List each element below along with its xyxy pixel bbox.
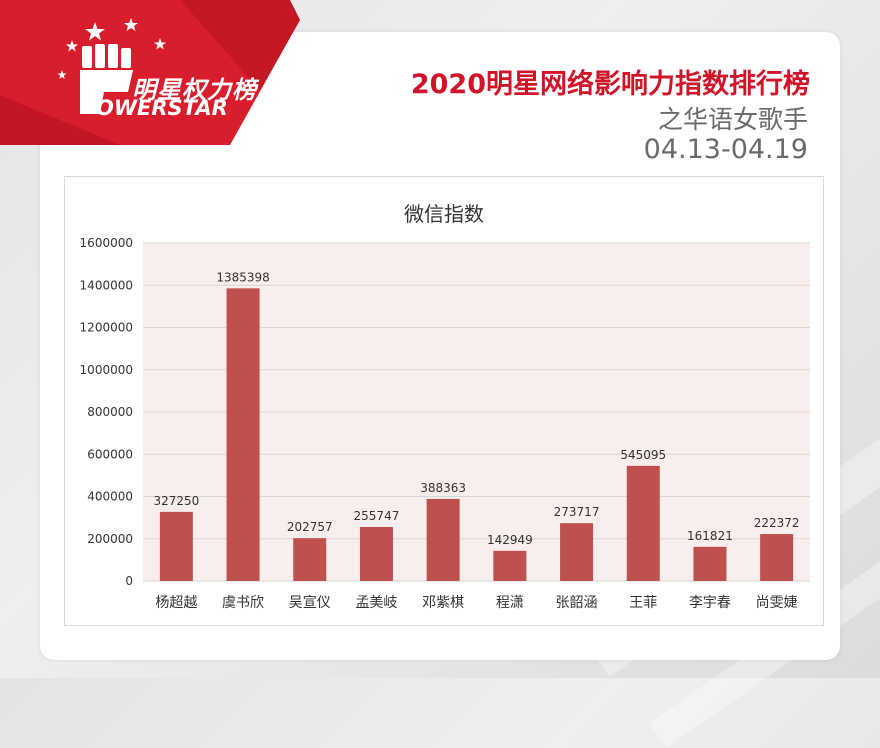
bar [226, 288, 260, 581]
data-label: 142949 [487, 533, 533, 547]
bar [693, 546, 727, 581]
bar [626, 465, 660, 581]
x-tick-label: 李宇春 [689, 595, 731, 611]
data-label: 202757 [287, 520, 333, 534]
data-label: 222372 [754, 516, 800, 530]
y-tick-label: 600000 [87, 447, 133, 461]
x-tick-label: 尚雯婕 [756, 595, 798, 611]
chart-container: 微信指数 0 200000 400000 600000 800000 1000000 120… [64, 176, 824, 626]
bar [159, 511, 193, 581]
y-tick-label: 1600000 [80, 236, 133, 250]
y-tick-label: 1400000 [80, 278, 133, 292]
chart-title: 微信指数 [404, 202, 484, 226]
x-tick-label: 孟美岐 [355, 595, 397, 611]
y-tick-label: 1000000 [80, 363, 133, 377]
x-tick-label: 杨超越 [155, 595, 197, 611]
bar [426, 498, 460, 581]
date-range: 04.13-04.19 [643, 134, 808, 165]
y-tick-label: 400000 [87, 490, 133, 504]
x-tick-label: 程潇 [496, 595, 524, 611]
bar [560, 523, 594, 581]
x-tick-label: 张韶涵 [556, 595, 598, 611]
logo-ribbon [0, 0, 300, 145]
x-tick-label: 邓紫棋 [422, 595, 464, 611]
bar [359, 526, 393, 581]
data-label: 255747 [354, 509, 400, 523]
y-tick-label: 200000 [87, 532, 133, 546]
y-tick-label: 1200000 [80, 321, 133, 335]
data-label: 161821 [687, 529, 733, 543]
data-label: 1385398 [216, 270, 269, 284]
data-label: 388363 [420, 481, 466, 495]
logo-english-text: OWERSTAR [96, 96, 228, 120]
bar-chart: 微信指数 0 200000 400000 600000 800000 1000000 120… [80, 202, 810, 611]
fist-logo-icon [80, 44, 133, 114]
data-label: 273717 [554, 505, 600, 519]
page-subtitle: 之华语女歌手 [657, 105, 808, 134]
page-title: 2020明星网络影响力指数排行榜 [410, 69, 810, 100]
x-tick-label: 王菲 [629, 595, 657, 611]
bar [760, 534, 794, 581]
logo-chinese-text: 明星权力榜 [132, 76, 257, 104]
data-label: 545095 [620, 448, 666, 462]
x-tick-label: 虞书欣 [222, 595, 264, 611]
y-tick-label: 800000 [87, 405, 133, 419]
bar [493, 550, 527, 581]
data-label: 327250 [153, 494, 199, 508]
star-icon [57, 18, 166, 79]
bar [293, 538, 327, 581]
x-tick-label: 吴宣仪 [289, 595, 331, 611]
y-tick-label: 0 [125, 574, 133, 588]
